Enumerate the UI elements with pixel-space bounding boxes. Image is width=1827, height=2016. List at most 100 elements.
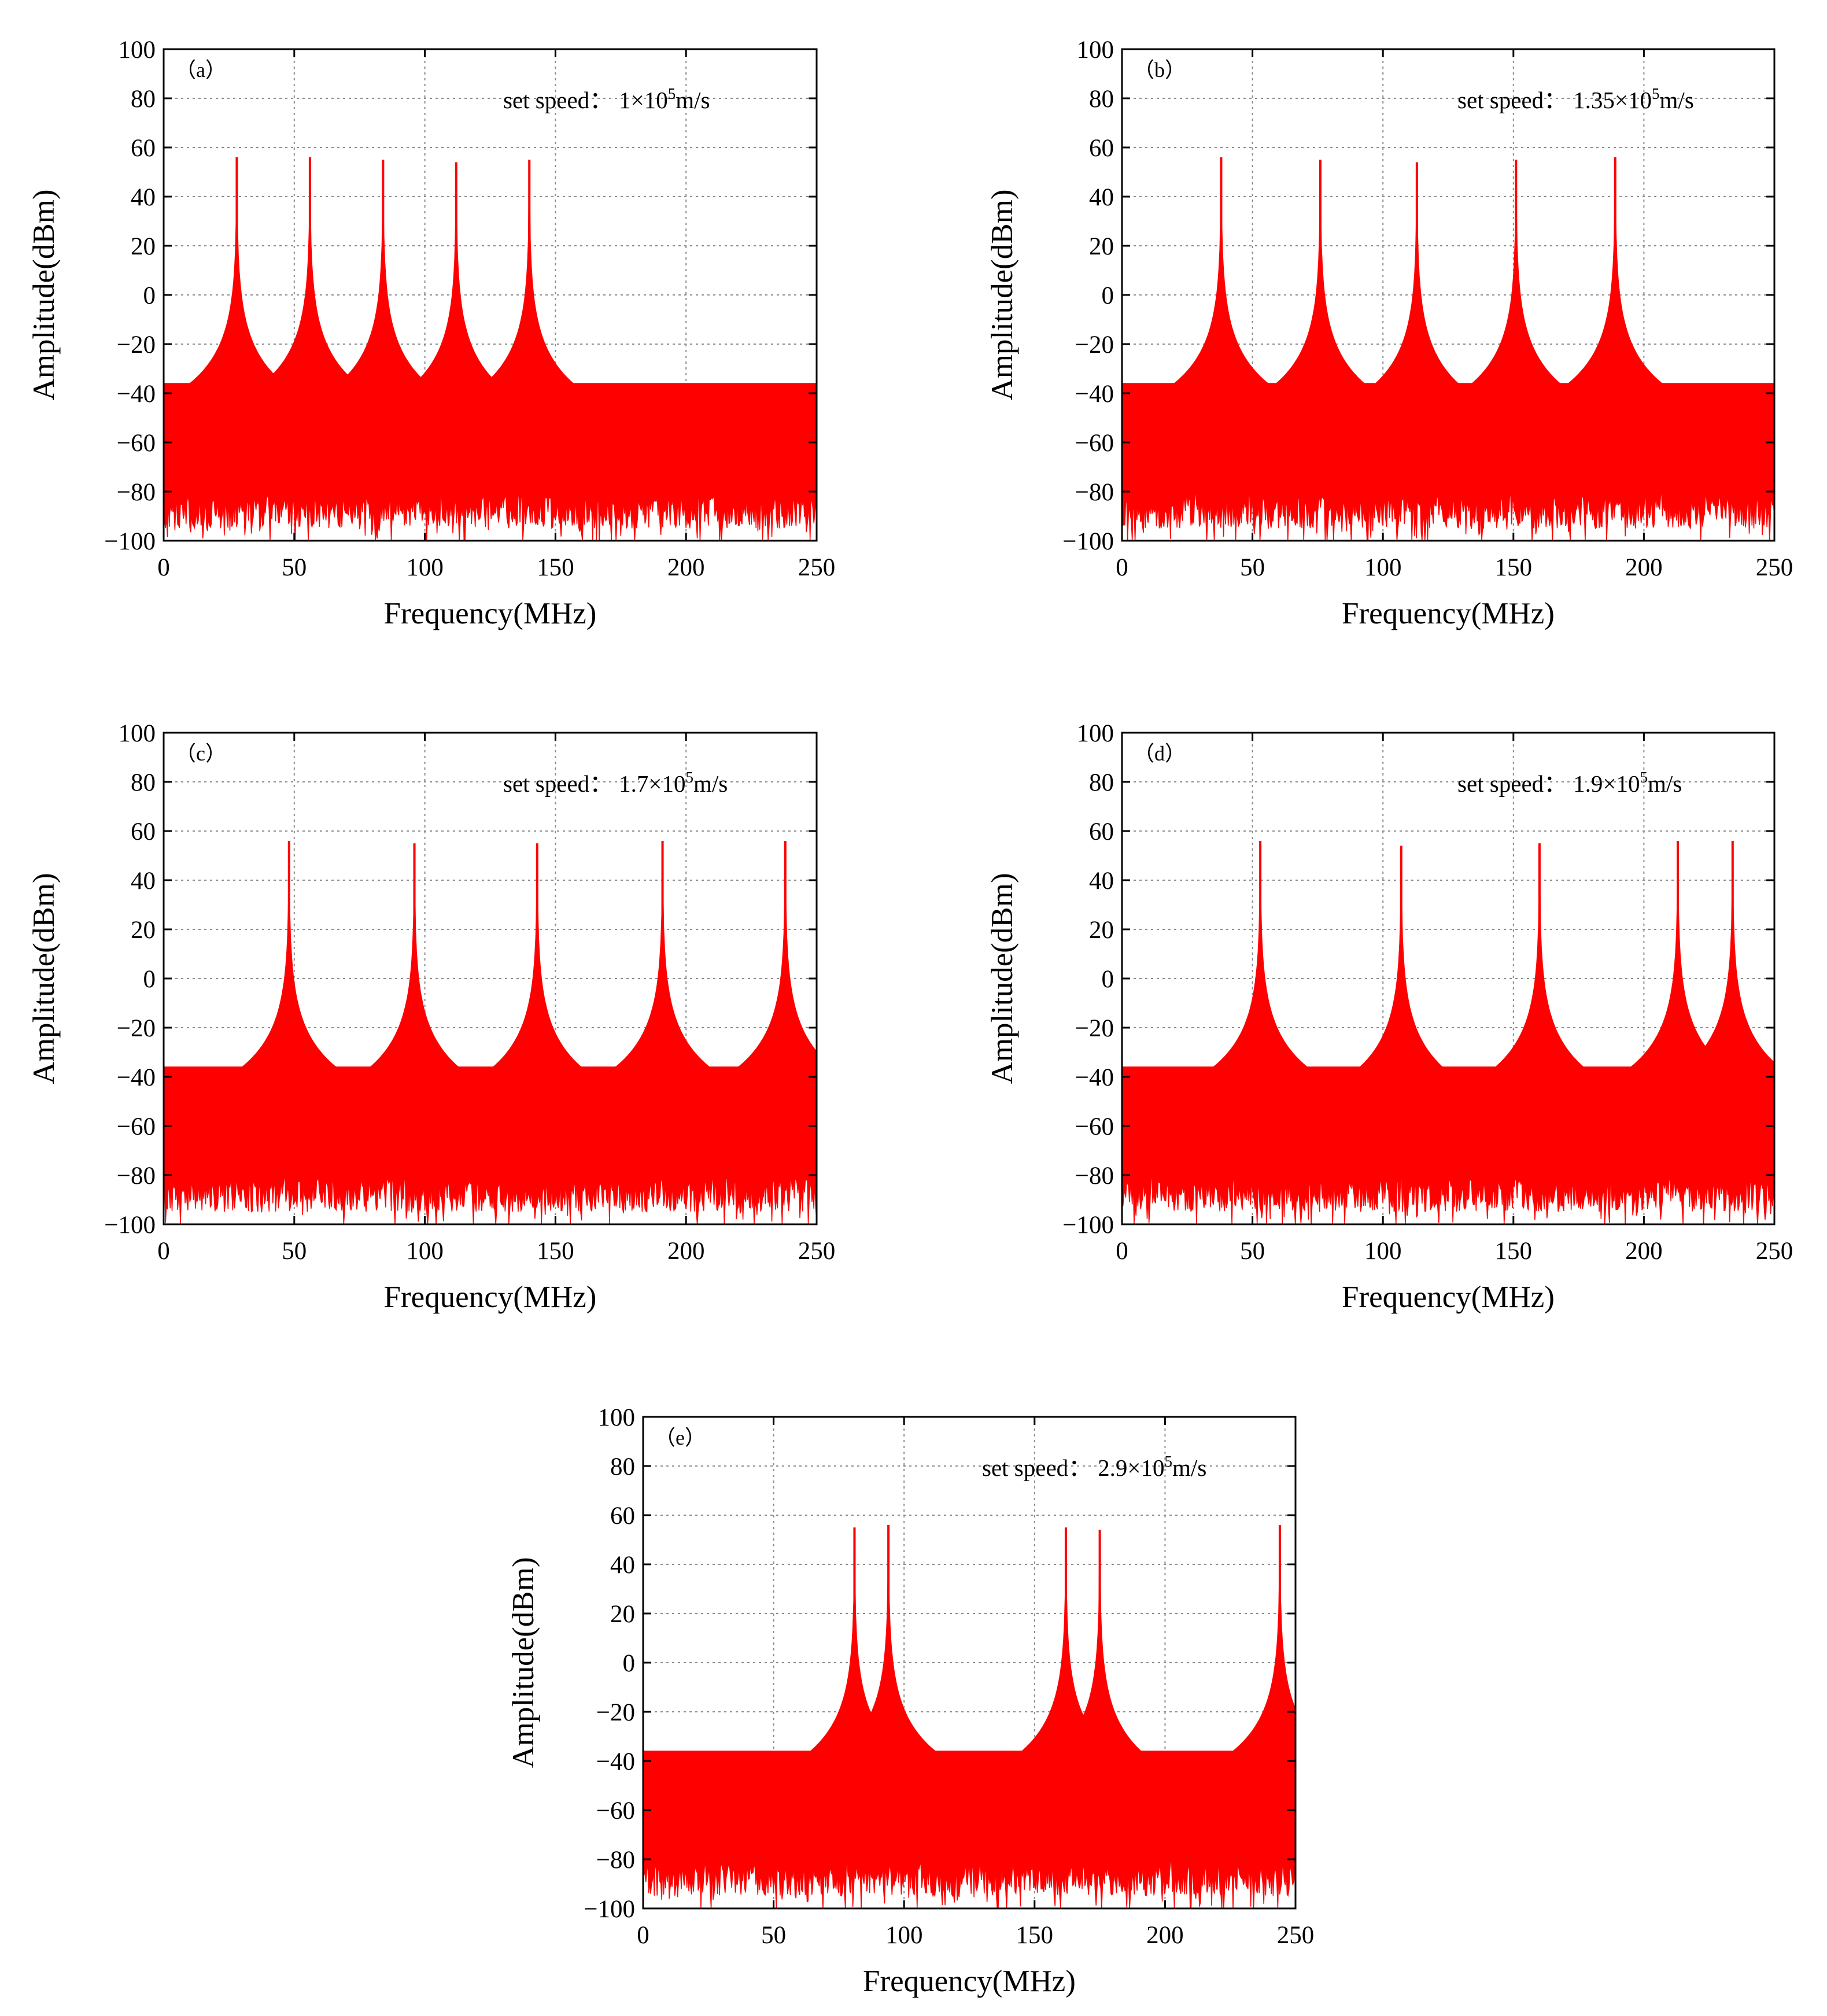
chart-panel-3: 0 50 100 150 200 250 −100 −80 −60 −40 −20 0 20 40 60 80… — [27, 720, 835, 1314]
x-tick-label: 100 — [885, 1922, 923, 1949]
speed-value: 2.9×10 — [1098, 1454, 1164, 1481]
y-tick-label: −80 — [1075, 479, 1114, 506]
y-tick-label: 20 — [1089, 233, 1114, 260]
speed-label: set speed： — [503, 87, 613, 113]
y-tick-label: −40 — [117, 1064, 156, 1091]
y-tick-label: 100 — [598, 1404, 636, 1431]
y-tick-label: 40 — [1089, 867, 1114, 895]
x-tick-label: 150 — [1016, 1922, 1054, 1949]
x-tick-label: 250 — [1756, 554, 1793, 581]
x-tick-label: 50 — [1240, 554, 1265, 581]
x-tick-label: 0 — [157, 1238, 170, 1265]
y-tick-label: 20 — [610, 1601, 635, 1628]
x-tick-label: 200 — [1146, 1922, 1184, 1949]
speed-exponent: 5 — [668, 85, 676, 102]
spectrum-series — [164, 874, 817, 1224]
speed-label: set speed： — [1457, 87, 1567, 113]
speed-annotation: set speed： 1.35×105m/s — [1457, 85, 1694, 113]
x-tick-label: 0 — [157, 554, 170, 581]
y-axis-label: Amplitude(dBm) — [507, 1557, 540, 1768]
y-axis-label: Amplitude(dBm) — [27, 189, 61, 400]
x-tick-label: 200 — [667, 1238, 705, 1265]
y-tick-label: −40 — [1075, 1064, 1114, 1091]
panel-label: （b） — [1134, 58, 1186, 82]
x-tick-label: 150 — [1495, 1238, 1533, 1265]
x-tick-label: 100 — [1364, 1238, 1402, 1265]
y-tick-label: 80 — [131, 769, 156, 796]
speed-unit: m/s — [676, 87, 710, 113]
x-tick-label: 50 — [761, 1922, 786, 1949]
spectrum-series — [1122, 191, 1774, 541]
speed-label: set speed： — [982, 1454, 1092, 1481]
x-axis-label: Frequency(MHz) — [384, 1280, 597, 1314]
y-tick-label: −20 — [1075, 331, 1114, 359]
x-tick-label: 50 — [282, 1238, 307, 1265]
y-tick-label: −60 — [1075, 1113, 1114, 1140]
y-tick-label: 0 — [143, 966, 156, 993]
y-tick-label: 40 — [131, 867, 156, 895]
speed-annotation: set speed： 1.9×105m/s — [1457, 769, 1682, 797]
y-tick-label: −40 — [1075, 381, 1114, 408]
speed-value: 1.35×10 — [1573, 87, 1652, 113]
speed-annotation: set speed： 2.9×105m/s — [982, 1453, 1206, 1481]
y-tick-label: 60 — [610, 1502, 635, 1530]
y-tick-label: 60 — [1089, 135, 1114, 162]
y-axis-label: Amplitude(dBm) — [27, 873, 61, 1084]
chart-panel-1: 0 50 100 150 200 250 −100 −80 −60 −40 −20 0 20 40 60 80… — [27, 36, 835, 630]
x-axis-label: Frequency(MHz) — [863, 1965, 1076, 1998]
x-tick-label: 250 — [1277, 1922, 1315, 1949]
x-tick-label: 200 — [1625, 554, 1663, 581]
y-tick-label: 40 — [610, 1552, 635, 1579]
x-tick-label: 150 — [1495, 554, 1533, 581]
y-axis-label: Amplitude(dBm) — [986, 873, 1019, 1084]
y-tick-label: −100 — [1062, 528, 1114, 555]
y-tick-label: 40 — [131, 184, 156, 211]
panel-label: （a） — [175, 58, 226, 82]
y-tick-label: 0 — [143, 282, 156, 309]
x-tick-label: 250 — [1756, 1238, 1793, 1265]
speed-unit: m/s — [693, 770, 728, 797]
y-tick-label: −60 — [1075, 430, 1114, 457]
y-tick-label: −60 — [596, 1797, 635, 1825]
x-tick-label: 100 — [406, 554, 444, 581]
y-tick-label: −20 — [117, 1015, 156, 1042]
panel-label: （e） — [655, 1426, 706, 1449]
x-tick-label: 100 — [1364, 554, 1402, 581]
y-tick-label: 60 — [1089, 818, 1114, 845]
y-tick-label: −20 — [1075, 1015, 1114, 1042]
chart-panel-2: 0 50 100 150 200 250 −100 −80 −60 −40 −20 0 20 40 60 80… — [986, 36, 1793, 630]
y-tick-label: −80 — [117, 479, 156, 506]
y-tick-label: −60 — [117, 430, 156, 457]
panel-label: （c） — [175, 742, 226, 765]
speed-annotation: set speed： 1×105m/s — [503, 85, 710, 113]
x-axis-label: Frequency(MHz) — [1342, 597, 1555, 630]
x-tick-label: 200 — [667, 554, 705, 581]
speed-annotation: set speed： 1.7×105m/s — [503, 769, 728, 797]
x-tick-label: 0 — [637, 1922, 649, 1949]
x-tick-label: 250 — [798, 1238, 836, 1265]
x-tick-label: 50 — [1240, 1238, 1265, 1265]
spectrum-series — [1122, 843, 1774, 1224]
speed-unit: m/s — [1660, 87, 1694, 113]
x-tick-label: 50 — [282, 554, 307, 581]
y-tick-label: 0 — [1102, 966, 1114, 993]
y-tick-label: −20 — [117, 331, 156, 359]
speed-value: 1.7×10 — [619, 770, 685, 797]
y-tick-label: 40 — [1089, 184, 1114, 211]
x-tick-label: 200 — [1625, 1238, 1663, 1265]
x-tick-label: 0 — [1116, 1238, 1128, 1265]
y-tick-label: 80 — [1089, 769, 1114, 796]
y-tick-label: −20 — [596, 1699, 635, 1726]
y-tick-label: −80 — [117, 1162, 156, 1190]
y-tick-label: 60 — [131, 135, 156, 162]
speed-exponent: 5 — [1640, 769, 1648, 786]
y-tick-label: 20 — [1089, 917, 1114, 944]
y-tick-label: −100 — [584, 1896, 635, 1923]
y-tick-label: 0 — [623, 1650, 636, 1677]
x-axis-label: Frequency(MHz) — [384, 597, 597, 630]
y-tick-label: 80 — [131, 86, 156, 113]
spectrum-series — [164, 160, 817, 541]
y-tick-label: 0 — [1102, 282, 1114, 309]
y-tick-label: 80 — [1089, 86, 1114, 113]
